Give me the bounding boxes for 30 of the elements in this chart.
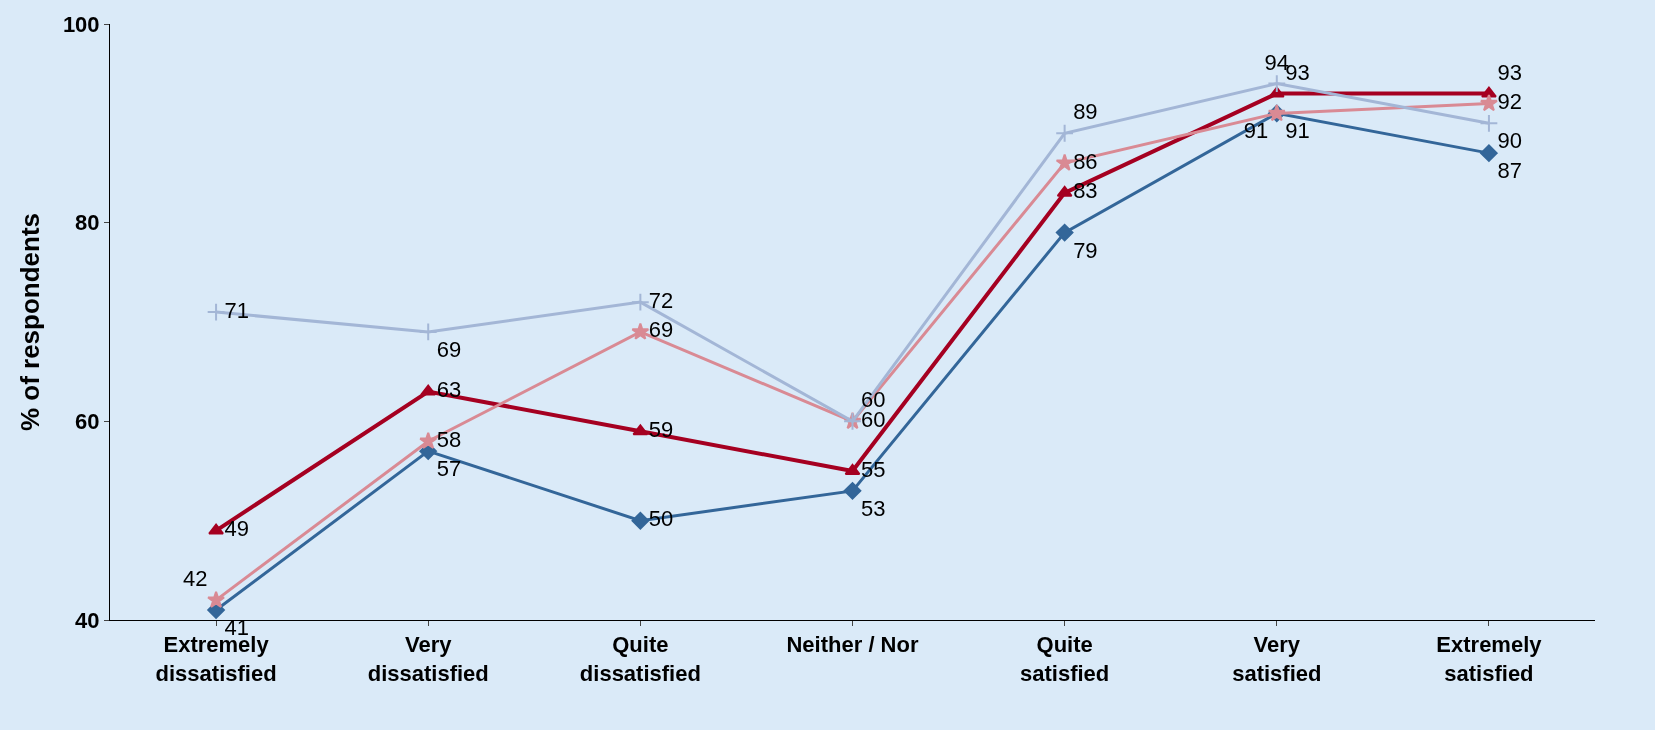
data-label: 69: [648, 317, 674, 343]
data-label: 90: [1497, 128, 1522, 154]
x-tick-label: Quite satisfied: [1020, 632, 1110, 686]
data-label: 93: [1497, 59, 1522, 85]
y-tick-label: 80: [75, 210, 100, 236]
data-label: 83: [1073, 178, 1098, 204]
y-tick-label: 60: [75, 409, 100, 435]
data-label: 57: [436, 456, 462, 482]
data-label: 91: [1243, 118, 1269, 144]
x-tick-label: Very dissatisfied: [367, 632, 489, 686]
x-tick-label: Very satisfied: [1232, 632, 1322, 686]
y-tick-label: 40: [75, 607, 100, 633]
data-label: 79: [1073, 237, 1098, 263]
data-label: 89: [1073, 99, 1098, 125]
data-label: 91: [1285, 118, 1310, 144]
data-label: 71: [224, 297, 250, 323]
data-label: 86: [1073, 148, 1098, 174]
x-tick-label: Extremely satisfied: [1436, 632, 1543, 686]
y-tick-label: 100: [62, 11, 100, 37]
data-label: 92: [1497, 88, 1522, 114]
data-label: 69: [436, 336, 462, 362]
data-label: 49: [224, 516, 250, 542]
data-label: 42: [183, 566, 208, 592]
x-tick-label: Neither / Nor: [786, 632, 919, 658]
data-label: 72: [648, 287, 674, 313]
data-label: 58: [436, 426, 462, 452]
data-label: 87: [1497, 158, 1522, 184]
x-tick-label: Quite dissatisfied: [579, 632, 701, 686]
y-axis-title: % of respondents: [15, 212, 46, 432]
data-label: 53: [861, 495, 886, 521]
